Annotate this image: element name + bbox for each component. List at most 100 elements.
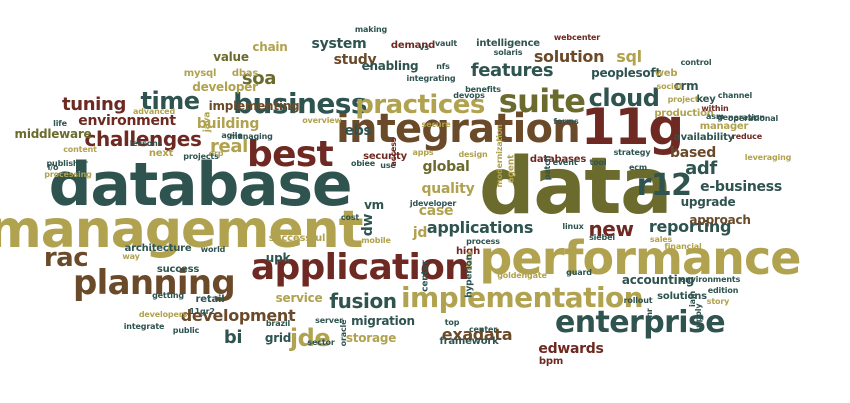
cloud-word: public	[172, 326, 200, 335]
cloud-word: life	[53, 119, 67, 128]
cloud-word: erp	[208, 149, 224, 158]
cloud-word: availability	[674, 132, 734, 143]
cloud-word: agent	[506, 154, 517, 184]
cloud-word: retail	[195, 294, 225, 305]
cloud-word: use	[380, 161, 396, 170]
cloud-word: best	[247, 134, 334, 175]
cloud-word: modernization	[495, 124, 504, 188]
cloud-word: patch	[543, 155, 552, 181]
cloud-word: real	[210, 136, 248, 157]
cloud-word: accounting	[621, 273, 695, 287]
cloud-word: integrate	[123, 322, 165, 331]
cloud-word: server	[315, 316, 343, 325]
cloud-word: architecture	[124, 243, 192, 254]
cloud-word: successful	[268, 233, 326, 244]
cloud-word: planning	[72, 263, 236, 303]
cloud-word: ebs	[344, 123, 372, 139]
cloud-word: production	[654, 108, 714, 119]
cloud-word: storage	[345, 331, 397, 345]
cloud-word: environment	[78, 113, 176, 129]
cloud-word: making	[354, 25, 388, 34]
cloud-word: managing	[229, 132, 273, 141]
cloud-word: social	[656, 82, 682, 91]
cloud-word: bi	[223, 327, 243, 348]
cloud-word: case	[418, 203, 454, 219]
cloud-word: jdeveloper	[409, 199, 457, 208]
cloud-word: operational	[727, 114, 779, 123]
cloud-word: upgrade	[680, 195, 736, 209]
cloud-word: intelligence	[476, 38, 540, 49]
cloud-word: access	[389, 137, 398, 167]
cloud-word: grid	[264, 331, 292, 345]
cloud-word: mysql	[183, 68, 217, 79]
cloud-word: data	[478, 142, 673, 232]
cloud-word: jd	[412, 225, 428, 241]
cloud-word: adf	[685, 158, 717, 179]
cloud-word: 11g	[580, 98, 684, 156]
cloud-word: enterprise	[555, 305, 726, 340]
cloud-word: publisher	[46, 159, 88, 168]
cloud-word: business	[232, 87, 368, 120]
cloud-word: leveraging	[744, 153, 792, 162]
cloud-word: implementation	[400, 281, 644, 314]
cloud-word: cost	[340, 213, 360, 222]
cloud-word: manager	[699, 121, 749, 132]
cloud-word: new	[588, 217, 634, 241]
cloud-word: value	[213, 50, 249, 64]
cloud-word: demand	[390, 40, 436, 51]
cloud-word: tool	[589, 158, 607, 167]
cloud-word: web	[654, 68, 678, 79]
cloud-word: jde	[289, 324, 331, 352]
cloud-word: channel	[717, 91, 753, 100]
cloud-word: enabling	[361, 59, 419, 73]
cloud-word: middleware	[14, 127, 92, 141]
cloud-word: application	[250, 247, 470, 288]
cloud-word: financial	[664, 242, 702, 251]
cloud-word: features	[470, 60, 554, 81]
cloud-word: secure	[421, 120, 451, 129]
cloud-word: java	[202, 111, 213, 133]
cloud-word: nfs	[436, 62, 450, 71]
cloud-word: oracle	[339, 319, 348, 347]
cloud-word: siebel	[589, 233, 615, 242]
cloud-word: hyperion	[464, 254, 475, 298]
cloud-word: advanced	[132, 107, 176, 116]
cloud-word: i/o	[47, 163, 59, 172]
cloud-word: r12	[636, 168, 692, 203]
cloud-word: database	[48, 150, 353, 220]
cloud-word: brazil	[265, 319, 291, 328]
cloud-word: integration	[336, 106, 581, 152]
cloud-word: edwards	[538, 341, 604, 357]
cloud-word: dw	[360, 213, 376, 237]
cloud-word: soa	[241, 68, 277, 89]
cloud-word: environments	[679, 275, 741, 284]
cloud-word: story	[706, 297, 730, 306]
cloud-word: agile	[221, 131, 243, 140]
cloud-word: benefits	[465, 85, 501, 94]
cloud-word: sales	[649, 235, 673, 244]
cloud-word: linux	[562, 222, 584, 231]
cloud-word: quality	[421, 181, 475, 197]
cloud-word: devops	[453, 91, 485, 100]
cloud-word: process	[466, 237, 500, 246]
cloud-word: performance	[479, 231, 801, 285]
cloud-word: based	[670, 145, 716, 161]
cloud-word: goldengate	[497, 271, 547, 280]
cloud-word: bpm	[538, 356, 564, 367]
cloud-word: within	[701, 104, 729, 113]
cloud-word: solution	[533, 47, 605, 66]
cloud-word: center	[420, 260, 431, 292]
cloud-word: applications	[426, 218, 534, 237]
cloud-word: implementing	[208, 99, 300, 113]
cloud-word: content	[63, 145, 97, 154]
cloud-word: vs	[419, 43, 429, 52]
cloud-word: approach	[689, 213, 751, 227]
cloud-word: apps	[412, 148, 434, 157]
cloud-word: asm	[705, 112, 725, 121]
cloud-word: top	[444, 318, 460, 327]
cloud-word: projects	[183, 152, 219, 161]
cloud-word: security	[363, 151, 407, 162]
cloud-word: center	[468, 325, 498, 334]
cloud-word: integrating	[406, 74, 456, 83]
cloud-word: high	[455, 246, 481, 257]
